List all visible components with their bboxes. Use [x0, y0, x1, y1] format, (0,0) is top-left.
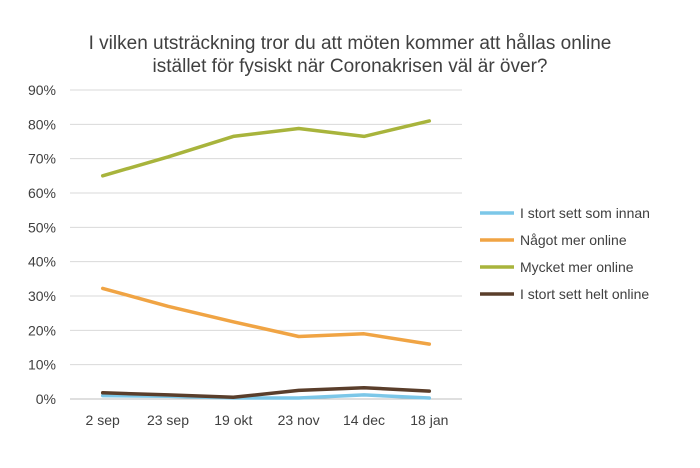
x-tick-label: 14 dec: [343, 412, 385, 428]
legend-label: I stort sett som innan: [520, 205, 650, 221]
y-tick-label: 30%: [28, 288, 56, 304]
x-tick-label: 2 sep: [86, 412, 120, 428]
series-lines: [100, 119, 432, 400]
y-tick-label: 90%: [28, 82, 56, 98]
series-line-2: [100, 286, 432, 346]
legend-label: Något mer online: [520, 232, 627, 248]
y-tick-label: 70%: [28, 151, 56, 167]
legend-label: Mycket mer online: [520, 259, 634, 275]
x-tick-label: 23 nov: [278, 412, 320, 428]
legend: I stort sett som innan Något mer online My…: [480, 205, 650, 302]
chart-title-line-2: istället för fysiskt när Coronakrisen vä…: [152, 56, 548, 77]
legend-label: I stort sett helt online: [520, 286, 649, 302]
series-line-4: [100, 385, 432, 400]
y-axis-ticks: 0% 10% 20% 30% 40% 50% 60% 70% 80% 90%: [28, 82, 56, 407]
y-tick-label: 0%: [36, 391, 56, 407]
y-tick-label: 50%: [28, 219, 56, 235]
chart-title-line-1: I vilken utsträckning tror du att möten …: [88, 33, 612, 54]
x-tick-label: 18 jan: [410, 412, 448, 428]
y-tick-label: 40%: [28, 254, 56, 270]
grid-lines: [70, 89, 462, 400]
x-axis-ticks: 2 sep 23 sep 19 okt 23 nov 14 dec 18 jan: [86, 412, 449, 428]
series-line-3: [100, 119, 432, 178]
y-tick-label: 20%: [28, 322, 56, 338]
x-tick-label: 19 okt: [214, 412, 252, 428]
y-tick-label: 10%: [28, 357, 56, 373]
x-tick-label: 23 sep: [147, 412, 189, 428]
y-tick-label: 80%: [28, 116, 56, 132]
y-tick-label: 60%: [28, 185, 56, 201]
